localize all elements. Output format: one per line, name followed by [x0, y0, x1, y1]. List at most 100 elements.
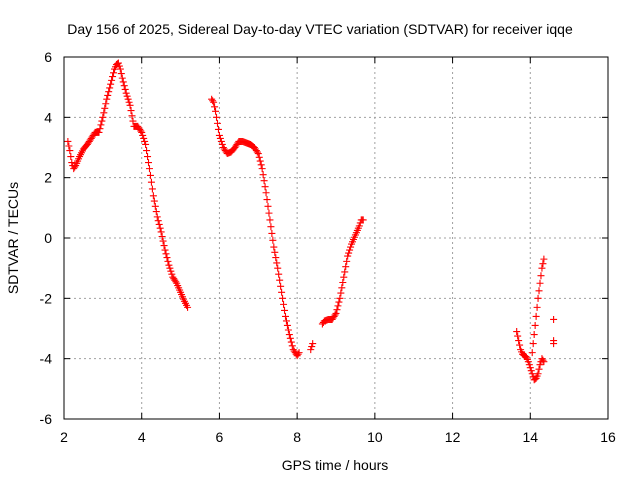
y-tick-label: 4 — [44, 109, 52, 125]
data-point-marker — [105, 88, 113, 96]
data-point-marker — [287, 338, 295, 346]
series-segment-2 — [208, 95, 303, 360]
data-point-marker — [142, 140, 150, 148]
y-tick-label: 6 — [44, 49, 52, 65]
data-point-marker — [347, 243, 355, 251]
data-point-marker — [530, 331, 538, 339]
x-tick-label: 8 — [293, 429, 301, 445]
data-point-marker — [264, 202, 272, 210]
ticks-layer: 2 4 6 8 10 12 14 16 -6 -4 -2 0 2 4 6 — [40, 49, 616, 445]
data-point-marker — [254, 150, 262, 158]
series-segment-5 — [513, 328, 548, 384]
data-point-marker — [335, 298, 343, 306]
data-point-marker — [343, 257, 351, 265]
data-point-marker — [120, 82, 128, 90]
x-tick-label: 12 — [445, 429, 461, 445]
data-point-marker — [258, 165, 266, 173]
series-segment-3 — [307, 340, 317, 354]
data-point-marker — [123, 92, 131, 100]
data-point-marker — [333, 306, 341, 314]
data-point-marker — [345, 249, 353, 257]
data-point-marker — [106, 84, 114, 92]
data-point-marker — [282, 317, 290, 325]
data-point-marker — [101, 104, 109, 112]
data-point-marker — [341, 268, 349, 276]
data-point-marker — [260, 177, 268, 185]
x-axis-label: GPS time / hours — [282, 457, 389, 473]
data-point-marker — [167, 267, 175, 275]
data-point-marker — [166, 264, 174, 272]
data-point-marker — [184, 303, 192, 311]
data-point-marker — [253, 148, 261, 156]
series-segment-4 — [318, 216, 367, 328]
data-point-marker — [66, 147, 74, 155]
data-point-marker — [103, 95, 111, 103]
data-point-marker — [102, 100, 110, 108]
data-point-marker — [344, 252, 352, 260]
data-point-marker — [119, 78, 127, 86]
x-tick-label: 2 — [60, 429, 68, 445]
data-point-marker — [168, 270, 176, 278]
data-point-marker — [210, 98, 218, 106]
data-point-marker — [68, 159, 76, 167]
plot-frame — [63, 56, 609, 420]
data-point-marker — [286, 334, 294, 342]
data-point-marker — [122, 89, 130, 97]
data-point-marker — [217, 137, 225, 145]
series-segment-7 — [550, 315, 558, 348]
y-tick-label: 0 — [44, 230, 52, 246]
data-point-marker — [216, 134, 224, 142]
data-point-marker — [98, 117, 106, 125]
data-point-marker — [277, 282, 285, 290]
data-point-marker — [525, 361, 533, 369]
data-point-marker — [526, 364, 534, 372]
data-point-marker — [269, 236, 277, 244]
data-point-marker — [255, 153, 263, 161]
data-point-marker — [536, 361, 544, 369]
data-point-marker — [515, 337, 523, 345]
data-point-marker — [163, 254, 171, 262]
data-points-layer — [64, 59, 558, 384]
x-tick-label: 6 — [216, 429, 224, 445]
data-point-marker — [213, 113, 221, 121]
data-point-marker — [144, 153, 152, 161]
data-point-marker — [259, 171, 267, 179]
data-point-marker — [271, 248, 279, 256]
series-segment-6 — [528, 255, 548, 357]
data-point-marker — [288, 342, 296, 350]
data-point-marker — [117, 70, 125, 78]
data-point-marker — [275, 270, 283, 278]
data-point-marker — [266, 216, 274, 224]
data-point-marker — [540, 255, 548, 263]
data-point-marker — [100, 109, 108, 117]
data-point-marker — [257, 161, 265, 169]
data-point-marker — [536, 279, 544, 287]
data-point-marker — [535, 287, 543, 295]
data-point-marker — [534, 294, 542, 302]
data-point-marker — [127, 107, 135, 115]
data-point-marker — [332, 309, 340, 317]
data-point-marker — [140, 134, 148, 142]
data-point-marker — [116, 65, 124, 73]
data-point-marker — [524, 358, 532, 366]
data-point-marker — [527, 367, 535, 375]
data-point-marker — [262, 189, 270, 197]
data-point-marker — [165, 261, 173, 269]
data-point-marker — [279, 294, 287, 302]
data-point-marker — [285, 331, 293, 339]
data-point-marker — [532, 312, 540, 320]
data-point-marker — [118, 74, 126, 82]
data-point-marker — [147, 178, 155, 186]
data-point-marker — [273, 259, 281, 267]
data-point-marker — [67, 153, 75, 161]
data-point-marker — [121, 85, 129, 93]
data-point-marker — [272, 254, 280, 262]
data-point-marker — [215, 131, 223, 139]
data-point-marker — [539, 260, 547, 268]
data-point-marker — [263, 196, 271, 204]
data-point-marker — [355, 222, 363, 230]
data-point-marker — [139, 131, 147, 139]
data-point-marker — [137, 127, 145, 135]
